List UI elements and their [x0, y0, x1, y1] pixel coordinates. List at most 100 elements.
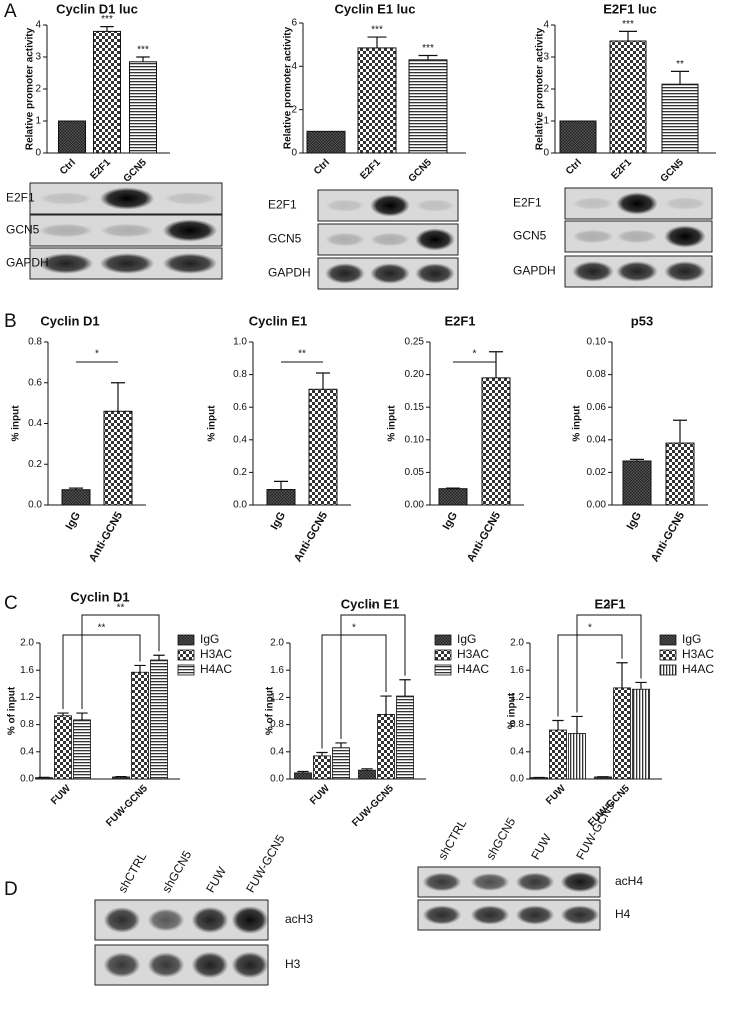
blot-band: [423, 905, 462, 924]
significance: ***: [371, 25, 383, 36]
y-tick-label: 0.10: [405, 434, 425, 445]
blot-row-label: H4: [615, 907, 631, 921]
bar: [132, 672, 149, 779]
blot-band: [616, 261, 658, 282]
blot-band: [415, 263, 455, 284]
blot-row-label: GAPDH: [6, 256, 49, 270]
x-tick-label: FUW: [308, 783, 332, 807]
legend-label: IgG: [200, 632, 219, 646]
blot-row-label: E2F1: [268, 198, 297, 212]
blot-band: [370, 263, 410, 284]
bar: [378, 714, 395, 779]
bracket: [63, 635, 140, 709]
y-tick-label: 0.04: [587, 434, 607, 445]
blot-row-label: acH3: [285, 912, 313, 926]
blot-band: [664, 261, 706, 282]
y-tick-label: 0.0: [510, 774, 524, 785]
bar: [130, 62, 157, 153]
x-tick-label: FUW: [49, 783, 73, 807]
y-tick-label: 1.2: [270, 692, 284, 703]
y-axis-label: % input: [11, 405, 22, 442]
bar: [633, 689, 650, 779]
y-tick-label: 0.25: [405, 337, 425, 348]
blot-band: [104, 907, 141, 933]
panel-letter: C: [4, 593, 18, 614]
x-tick-label: IgG: [64, 510, 84, 532]
y-tick-label: 0.02: [587, 467, 607, 478]
legend-label: H3AC: [682, 647, 714, 661]
y-tick-label: 0.20: [405, 369, 425, 380]
bar: [74, 720, 91, 779]
chart-title: Cyclin E1 luc: [335, 1, 416, 16]
y-tick-label: 2.0: [270, 638, 284, 649]
y-tick-label: 0.8: [233, 369, 247, 380]
y-tick-label: 2.0: [510, 638, 524, 649]
y-tick-label: 0.4: [20, 746, 34, 757]
blot-band: [616, 230, 658, 243]
significance: *: [352, 623, 356, 634]
error-bar: [316, 752, 327, 755]
y-tick-label: 0.0: [20, 774, 34, 785]
x-tick-label: FUW: [544, 783, 568, 807]
blot-band: [100, 224, 154, 237]
x-tick-label: GCN5: [122, 157, 150, 185]
x-tick-label: Ctrl: [564, 157, 584, 177]
blot-band: [100, 253, 154, 274]
blot-row-label: E2F1: [6, 191, 35, 205]
blot-row-label: H3: [285, 957, 301, 971]
legend-swatch: [660, 635, 676, 645]
blot-band: [664, 197, 706, 209]
bar: [295, 773, 312, 779]
chart-title: E2F1: [444, 313, 475, 328]
chart-title: Cyclin D1: [40, 313, 99, 328]
error-bar: [76, 713, 87, 720]
blot-row-label: GCN5: [513, 229, 547, 243]
y-tick-label: 0.4: [28, 418, 42, 429]
error-bar: [274, 481, 288, 489]
y-tick-label: 2.0: [20, 638, 34, 649]
blot-band: [370, 194, 410, 216]
error-bar: [380, 696, 391, 714]
bar: [151, 660, 168, 779]
blot-band: [325, 263, 365, 284]
error-bar: [57, 713, 68, 716]
error-bar: [635, 682, 646, 689]
lane-label: shGCN5: [483, 815, 518, 862]
blot-band: [471, 873, 510, 891]
blot-band: [664, 225, 706, 247]
legend-label: H3AC: [200, 647, 232, 661]
blot-band: [163, 192, 217, 204]
legend-swatch: [178, 635, 194, 645]
y-tick-label: 0: [543, 148, 549, 159]
y-tick-label: 1.6: [510, 665, 524, 676]
x-tick-label: E2F1: [88, 157, 113, 182]
legend-swatch: [660, 665, 676, 675]
blot-band: [415, 228, 455, 250]
y-tick-label: 0: [291, 148, 297, 159]
y-axis-label: Relative promoter activity: [25, 27, 36, 150]
chart-title: p53: [631, 313, 653, 328]
error-bar: [134, 665, 145, 672]
y-tick-label: 0.06: [587, 402, 607, 413]
legend-label: H4AC: [682, 662, 714, 676]
blot-row-label: GAPDH: [268, 266, 311, 280]
y-tick-label: 4: [35, 20, 41, 31]
significance: *: [473, 349, 477, 360]
legend-label: IgG: [682, 632, 701, 646]
significance: ***: [622, 19, 634, 30]
y-tick-label: 0.4: [510, 746, 524, 757]
bar: [482, 378, 510, 505]
bar: [569, 733, 586, 779]
y-tick-label: 3: [35, 52, 41, 63]
error-bar: [673, 420, 687, 443]
significance: ***: [422, 43, 434, 54]
x-tick-label: Ctrl: [312, 157, 332, 177]
blot-row-label: E2F1: [513, 196, 542, 210]
y-axis-label: % of input: [7, 686, 18, 735]
y-tick-label: 0.0: [233, 500, 247, 511]
error-bar: [616, 663, 627, 688]
x-tick-label: IgG: [441, 510, 461, 532]
error-bar: [368, 37, 387, 48]
chart-title: Cyclin E1: [249, 313, 308, 328]
error-bar: [100, 27, 114, 32]
